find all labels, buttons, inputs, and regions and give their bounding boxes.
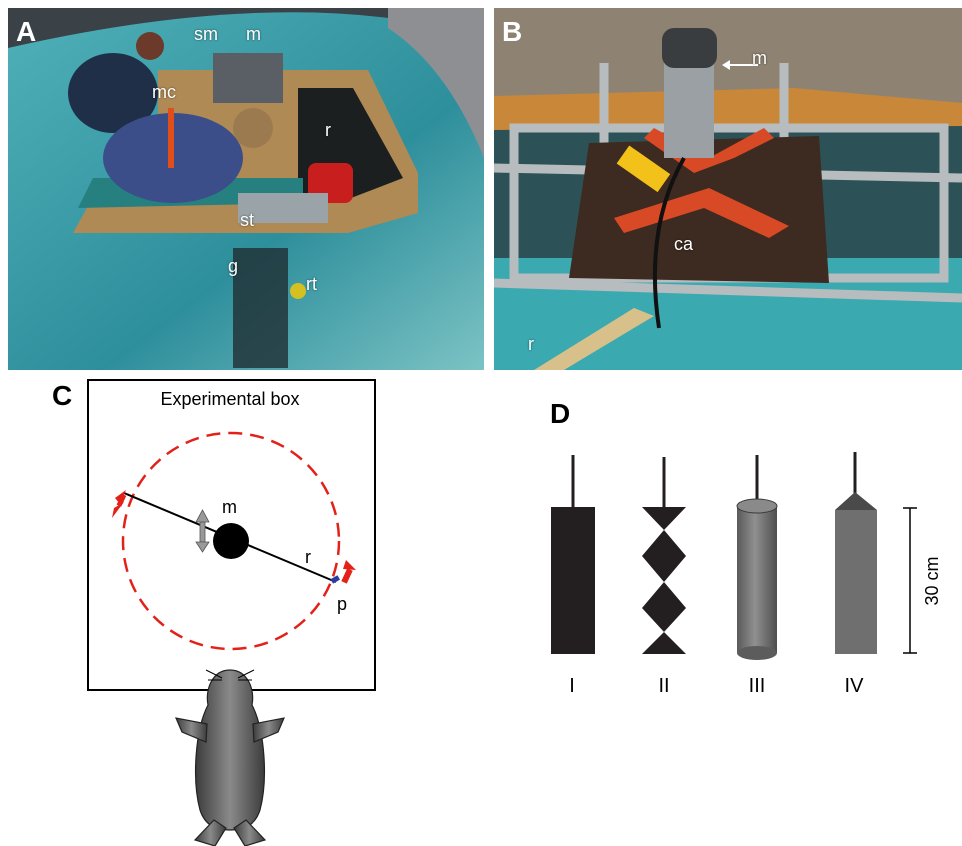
label-r: r (528, 334, 534, 354)
experimental-box (87, 379, 376, 691)
label-m: m (222, 497, 237, 517)
label-sm: sm (194, 24, 218, 44)
numeral-ii: II (658, 675, 669, 697)
label-m: m (246, 24, 261, 44)
object-ii (642, 457, 686, 654)
box-title: Experimental box (160, 389, 299, 409)
panel-letter-a: A (16, 16, 37, 47)
object-iv (835, 452, 877, 654)
scale-bar (903, 507, 917, 654)
pin-marker (330, 575, 340, 584)
motor-circle (213, 523, 249, 559)
label-r: r (305, 547, 311, 567)
label-mc: mc (152, 82, 176, 102)
numeral-iii: III (749, 675, 766, 697)
rod-line (123, 492, 337, 583)
seal-figure (175, 669, 285, 846)
label-m: m (752, 48, 767, 68)
arrow-icon (112, 490, 127, 518)
label-p: p (337, 594, 347, 614)
vertical-arrow-icon (195, 509, 210, 553)
photo-a-illustration (8, 8, 484, 370)
scale-label: 30 cm (922, 556, 942, 605)
panel-letter-b: B (502, 16, 523, 47)
object-i (551, 455, 595, 654)
label-rt: rt (306, 274, 317, 294)
rod-path-circle (121, 431, 341, 651)
object-iii (736, 455, 778, 660)
photo-b-illustration (494, 8, 962, 370)
label-st: st (240, 210, 255, 230)
label-g: g (228, 256, 239, 276)
panel-letter-c: C (52, 380, 73, 411)
photo-panel-a: A sm m mc r st g rt (8, 8, 484, 370)
numeral-iv: IV (845, 675, 865, 697)
label-ca: ca (674, 234, 694, 254)
arrow-icon (341, 560, 356, 584)
label-r: r (325, 120, 331, 140)
arrow-left-icon (722, 60, 758, 70)
panel-letter-d: D (550, 398, 571, 429)
numeral-i: I (569, 675, 575, 697)
photo-panel-b: B m ca r (494, 8, 962, 370)
